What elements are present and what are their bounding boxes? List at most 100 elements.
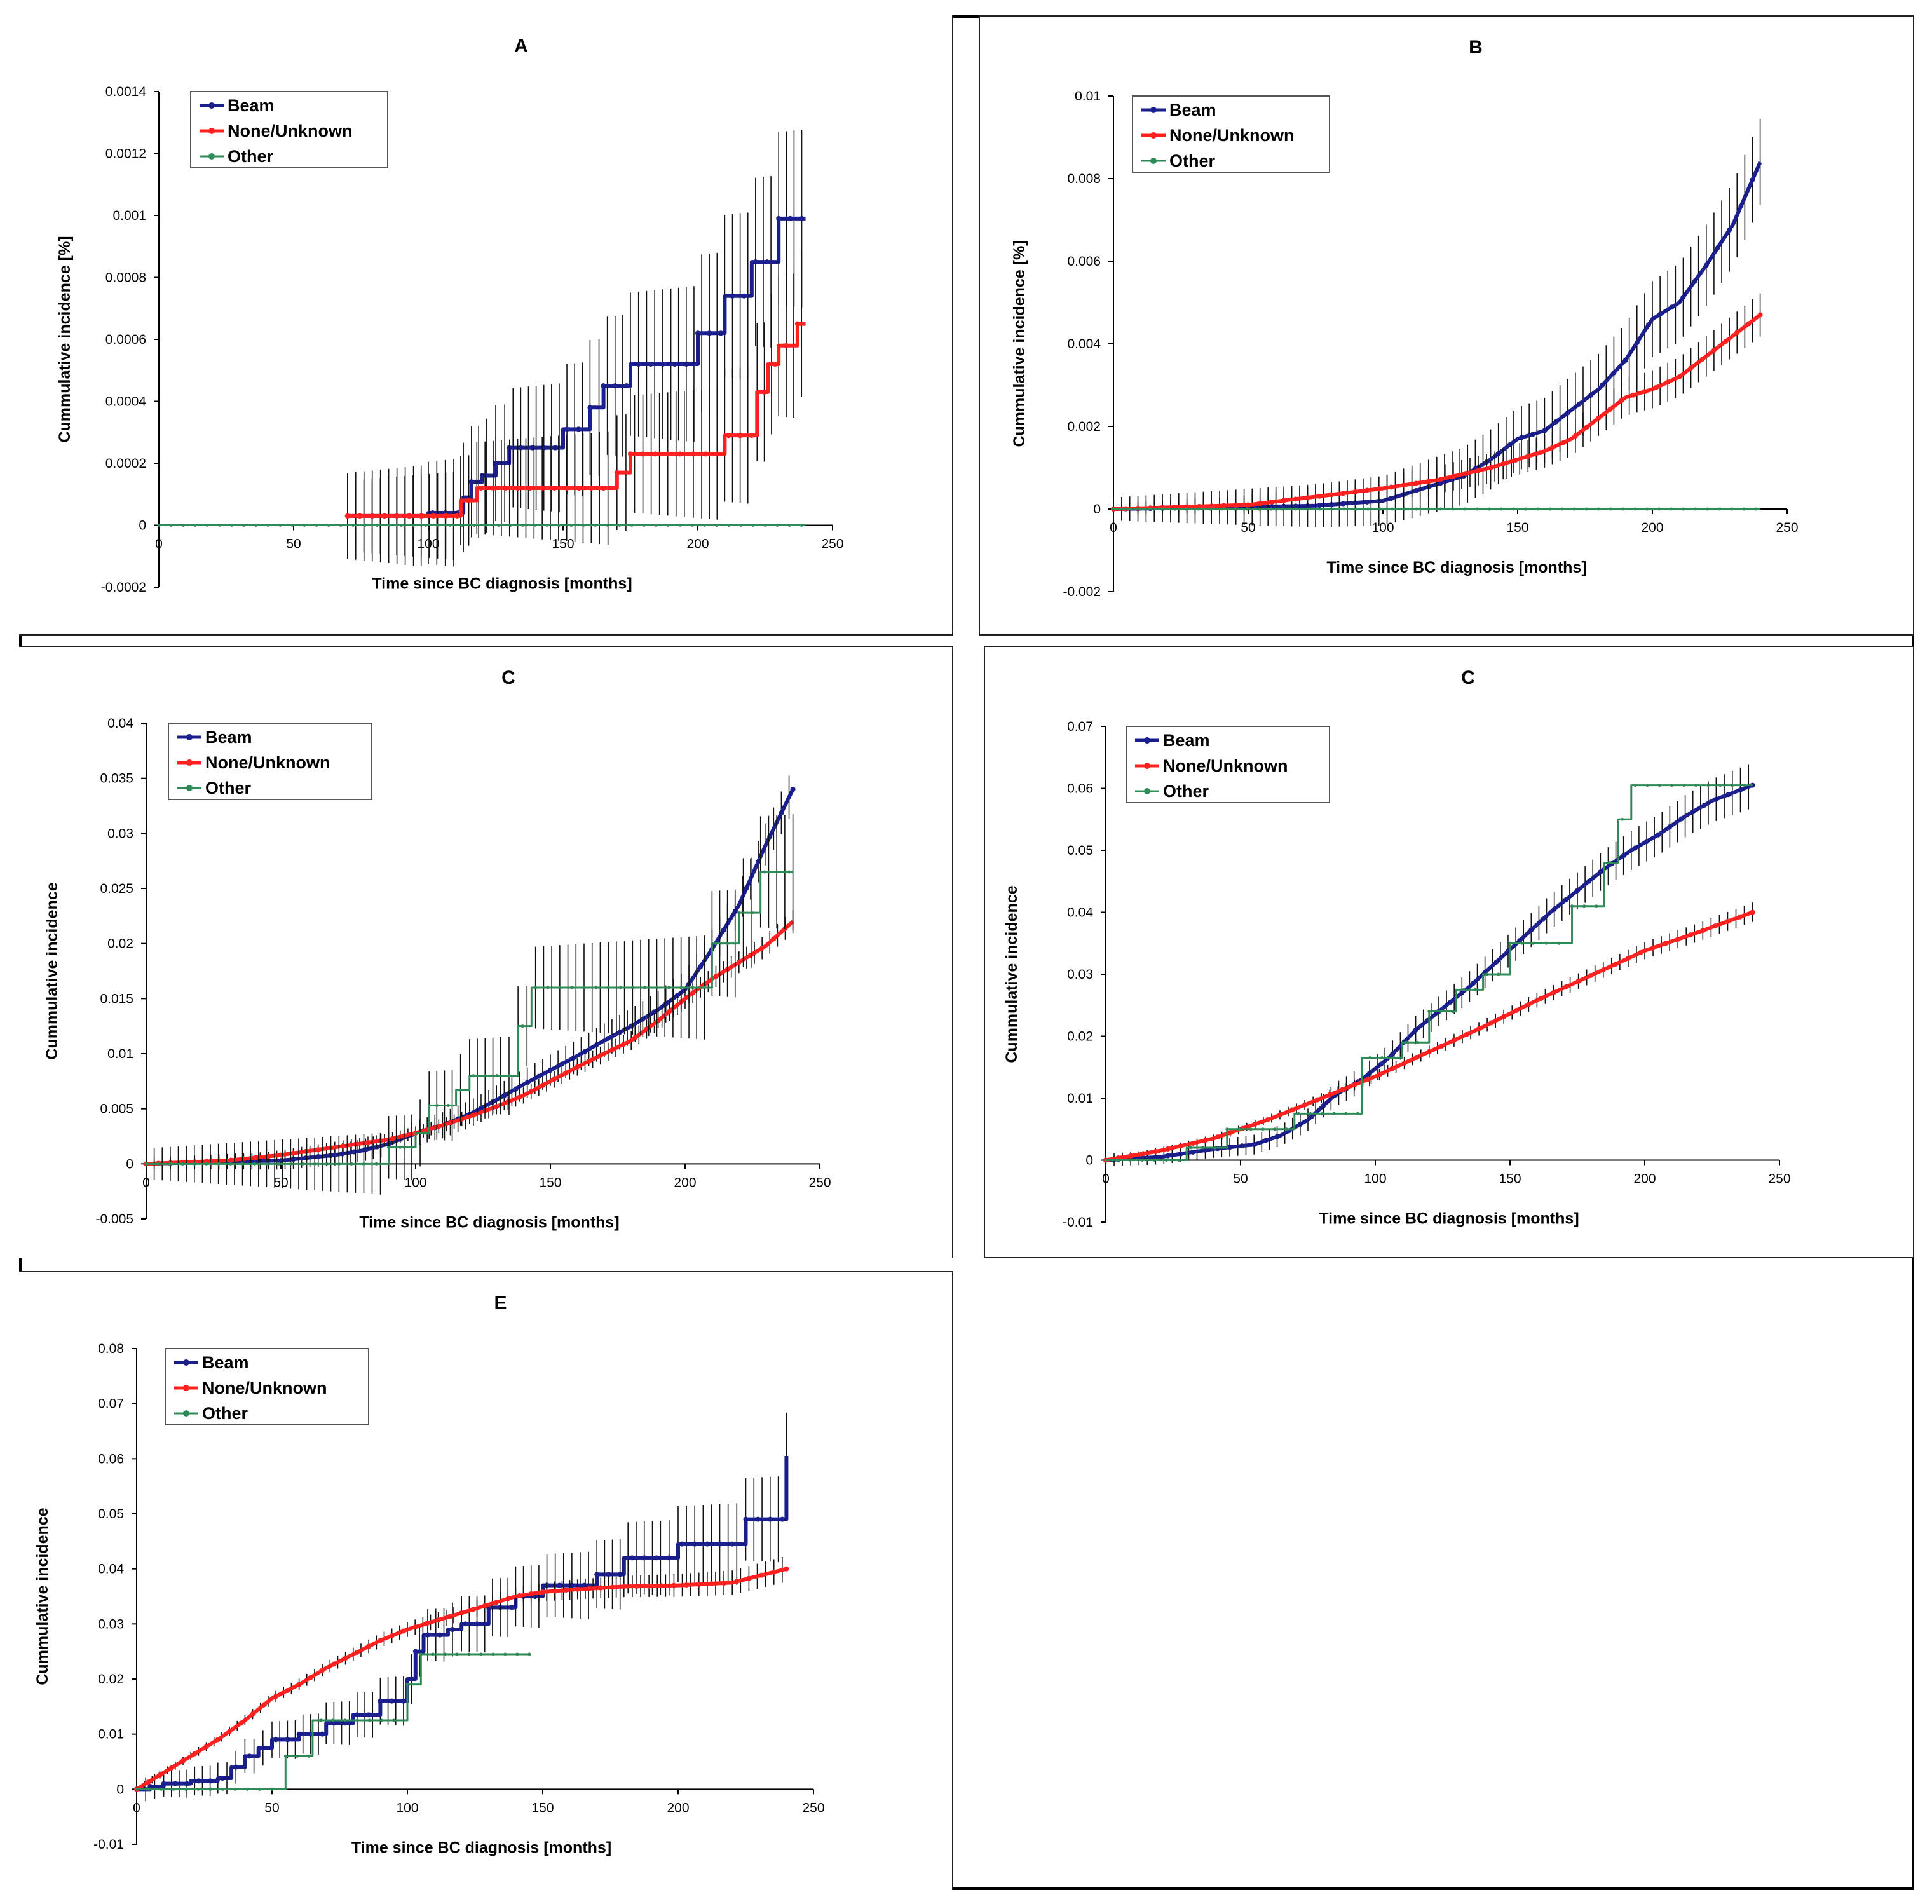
- legend-label: Beam: [202, 1353, 249, 1372]
- data-point: [696, 1582, 702, 1587]
- data-point: [493, 1600, 499, 1605]
- legend-label: Beam: [228, 96, 275, 115]
- chart-e: E -0.01 0 0.01 0.02 0.03 0.04 0.05 0.06 0.07 0.08 0…: [34, 1293, 825, 1856]
- data-point: [617, 1030, 623, 1035]
- data-point: [799, 215, 805, 221]
- data-point: [1305, 495, 1310, 501]
- data-point: [400, 524, 404, 527]
- series-line: [347, 216, 806, 518]
- data-point: [1389, 496, 1394, 501]
- data-point: [1320, 1112, 1324, 1115]
- x-tick-label: 150: [1499, 1172, 1521, 1187]
- legend-marker: [183, 1410, 189, 1417]
- data-point: [582, 986, 586, 989]
- data-point: [1595, 904, 1598, 908]
- data-point: [308, 1675, 313, 1680]
- data-point: [1500, 507, 1504, 511]
- data-point: [1327, 1092, 1333, 1098]
- data-point: [751, 524, 755, 527]
- data-point: [1645, 507, 1649, 511]
- data-point: [605, 1035, 611, 1041]
- data-point: [1413, 1027, 1418, 1033]
- data-point: [1227, 1145, 1233, 1150]
- data-point: [1746, 321, 1752, 327]
- x-tick-label: 250: [802, 1800, 824, 1815]
- data-point: [660, 362, 665, 367]
- legend-marker: [1144, 737, 1150, 744]
- data-point: [144, 1162, 148, 1166]
- legend-marker: [183, 1385, 189, 1391]
- data-point: [784, 343, 789, 348]
- data-point: [273, 1737, 279, 1743]
- data-point: [483, 1074, 487, 1078]
- data-point: [270, 1787, 274, 1791]
- data-point: [327, 524, 330, 527]
- legend: Beam None/Unknown Other: [168, 723, 372, 800]
- data-point: [472, 524, 476, 527]
- data-point: [1712, 923, 1718, 929]
- data-point: [365, 1139, 371, 1145]
- data-point: [1657, 507, 1661, 511]
- data-point: [1451, 507, 1455, 511]
- data-point: [775, 870, 779, 874]
- data-point: [289, 1162, 292, 1166]
- data-point: [1738, 914, 1743, 920]
- data-point: [290, 1150, 296, 1156]
- data-point: [552, 445, 558, 451]
- data-point: [455, 1652, 459, 1656]
- data-point: [1738, 787, 1743, 792]
- data-point: [325, 1162, 329, 1166]
- data-point: [1600, 383, 1605, 388]
- series-line: [146, 871, 793, 1165]
- data-point: [672, 362, 677, 367]
- data-point: [436, 524, 440, 527]
- data-point: [503, 1652, 507, 1656]
- data-point: [290, 1157, 296, 1162]
- data-point: [1160, 507, 1164, 511]
- data-point: [1586, 878, 1592, 884]
- data-point: [794, 321, 800, 327]
- data-point: [695, 330, 700, 336]
- data-point: [1621, 817, 1624, 821]
- data-point: [1524, 507, 1528, 511]
- data-point: [679, 1541, 685, 1547]
- data-point: [343, 1718, 347, 1722]
- legend-label: None/Unknown: [1163, 756, 1288, 775]
- data-point: [406, 513, 412, 519]
- data-point: [1633, 507, 1636, 511]
- data-point: [606, 986, 610, 989]
- data-point: [443, 513, 449, 519]
- y-tick-label: 0.0014: [105, 85, 147, 99]
- data-point: [193, 1162, 196, 1166]
- data-point: [303, 524, 306, 527]
- data-point: [1364, 1077, 1370, 1083]
- panel-c-left: C -0.005 0 0.005 0.01 0.015 0.02 0.025 0.03 0.035…: [19, 646, 953, 1258]
- data-point: [1165, 1146, 1171, 1152]
- data-point: [1682, 784, 1685, 787]
- data-point: [1366, 507, 1370, 511]
- legend-box: [1126, 726, 1330, 803]
- data-point: [507, 1074, 511, 1078]
- y-tick-label: 0.0004: [105, 395, 147, 409]
- data-point: [1645, 784, 1649, 787]
- data-point: [1289, 1107, 1295, 1113]
- data-point: [737, 911, 741, 915]
- data-point: [184, 1787, 187, 1791]
- data-point: [470, 1112, 476, 1118]
- data-point: [528, 1591, 534, 1597]
- data-point: [582, 524, 585, 527]
- data-point: [203, 1744, 209, 1750]
- x-tick-label: 50: [273, 1175, 288, 1190]
- data-point: [594, 1572, 600, 1577]
- data-point: [180, 1162, 184, 1166]
- data-point: [609, 1047, 615, 1053]
- y-tick-label: 0.04: [1067, 906, 1093, 920]
- data-point: [1202, 1138, 1208, 1143]
- data-point: [1718, 507, 1722, 511]
- data-point: [780, 1516, 786, 1522]
- data-point: [503, 486, 508, 491]
- data-point: [545, 524, 549, 527]
- data-point: [1448, 999, 1453, 1005]
- data-point: [1225, 1127, 1229, 1131]
- data-point: [1598, 869, 1603, 875]
